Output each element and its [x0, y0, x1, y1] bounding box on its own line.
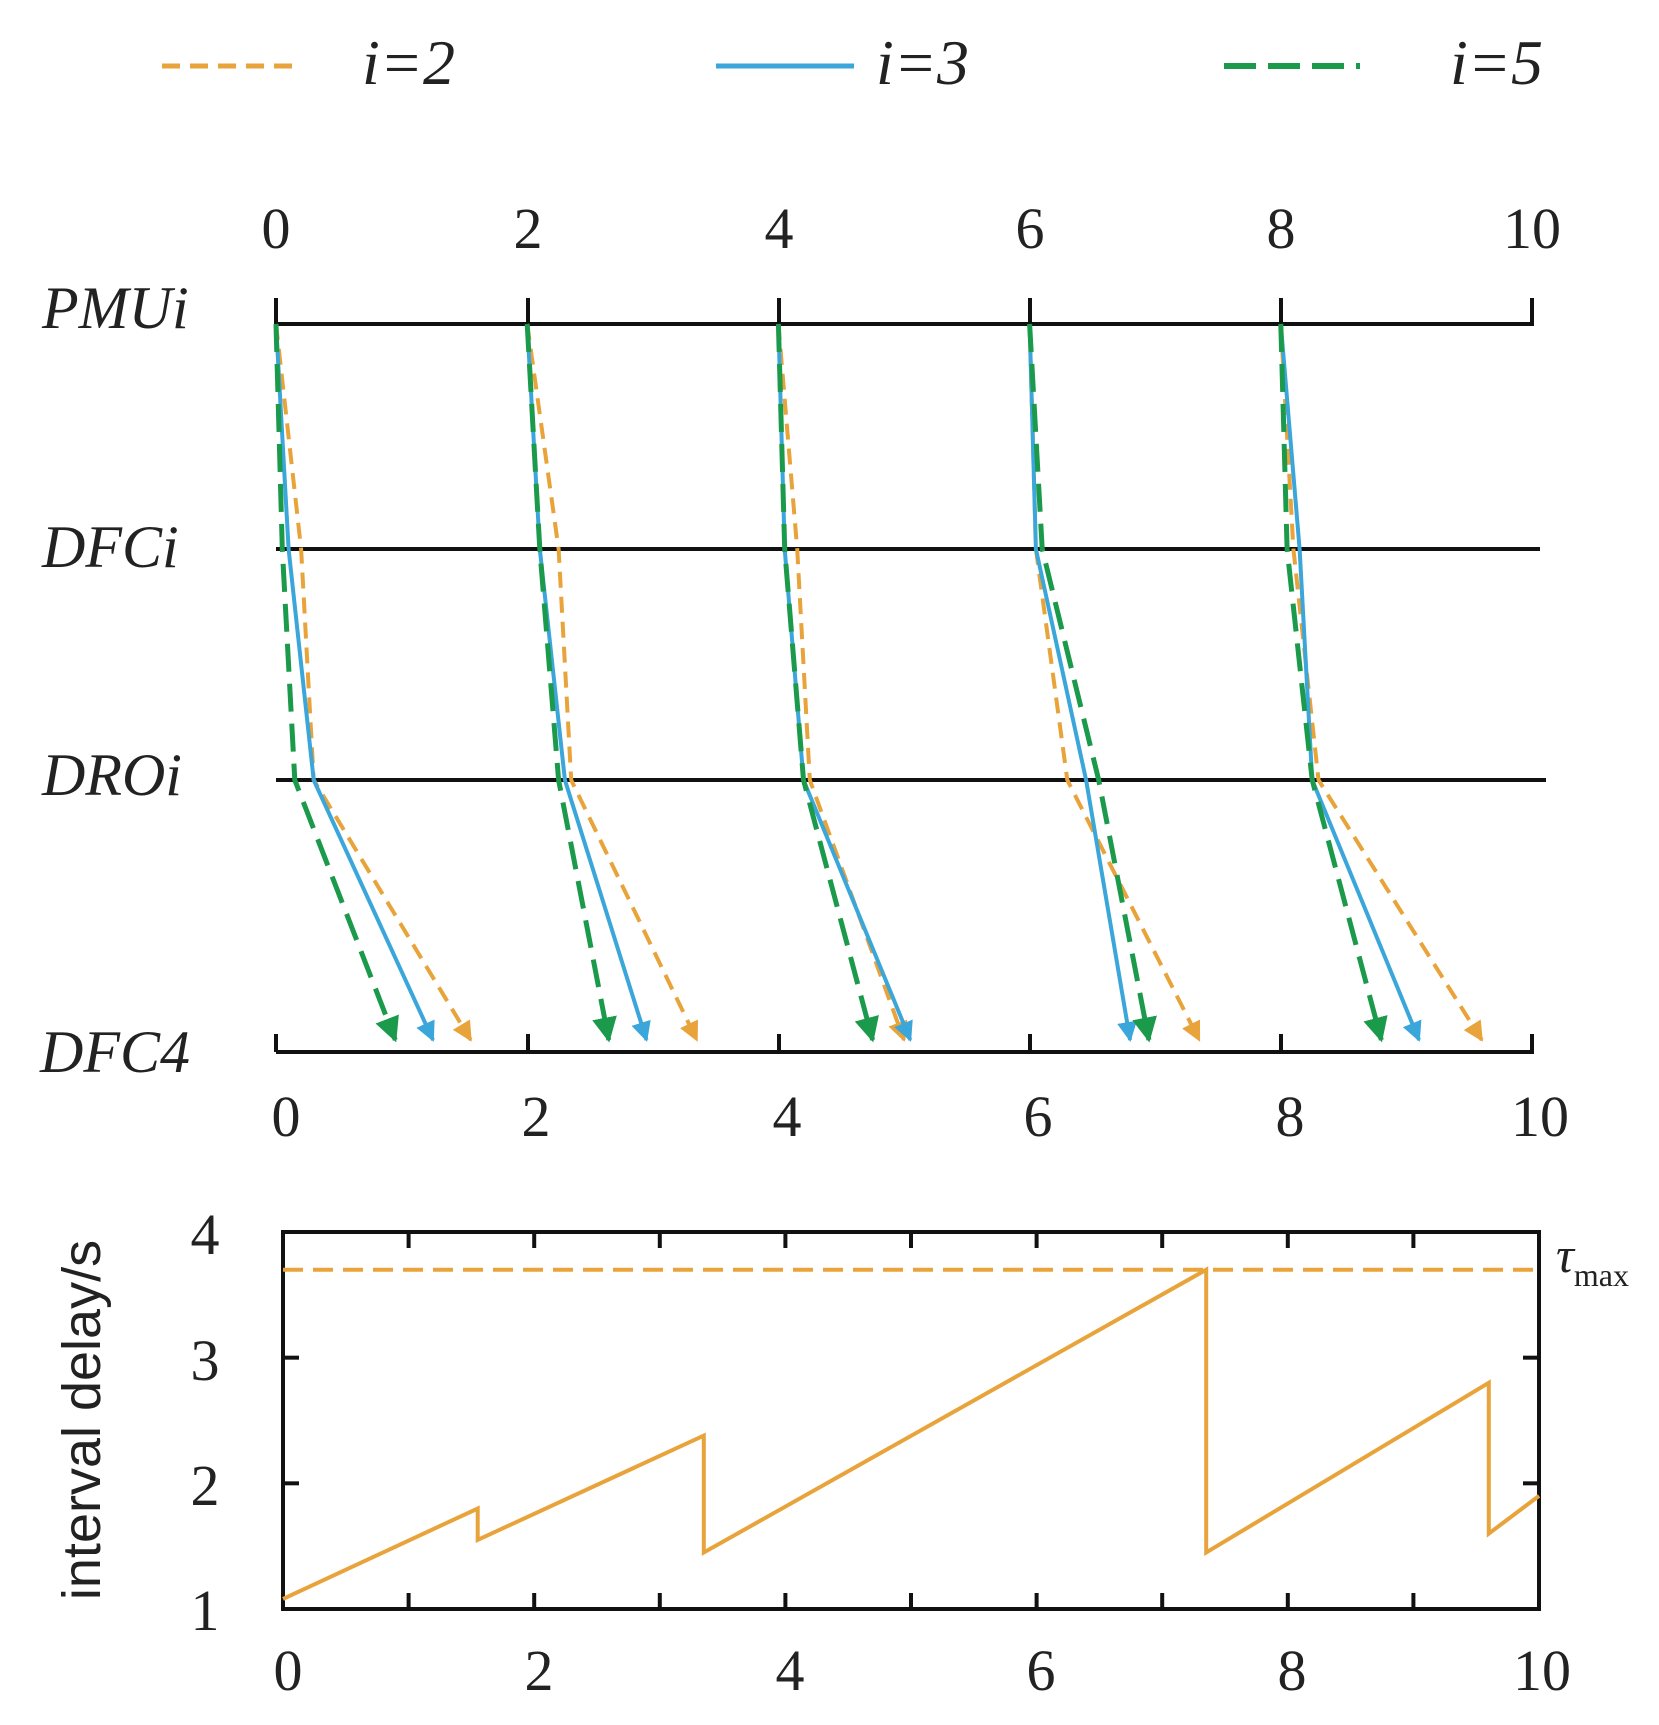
signal-path-i2 — [274, 323, 473, 1042]
x-tick-label: 8 — [1278, 1638, 1307, 1703]
bottom-tick-label: 4 — [773, 1084, 802, 1149]
x-tick-label: 6 — [1027, 1638, 1056, 1703]
row-label-pmu: PMUi — [41, 275, 189, 341]
top-tick-label: 2 — [514, 196, 543, 261]
legend: i=2 i=3 i=5 — [162, 27, 1543, 98]
signal-path-i5 — [1278, 323, 1388, 1043]
y-tick-label: 2 — [191, 1453, 220, 1518]
timing-series — [273, 323, 1484, 1043]
top-tick-label: 10 — [1503, 196, 1561, 261]
dfc4-ticks — [274, 1034, 1534, 1052]
top-tick-label: 6 — [1016, 196, 1045, 261]
signal-path-i2 — [1278, 323, 1484, 1042]
y-tick-label: 4 — [191, 1202, 220, 1267]
timing-diagram: 0 2 4 6 8 10 PMUi DFCi DROi DFC4 — [39, 196, 1569, 1149]
top-tick-label: 4 — [765, 196, 794, 261]
x-tick-label: 10 — [1513, 1638, 1571, 1703]
signal-path-i3 — [1027, 323, 1137, 1042]
delay-series — [282, 1266, 1541, 1601]
signal-path-i3 — [274, 323, 435, 1042]
y-ticks — [283, 1230, 1539, 1611]
bottom-tick-label: 0 — [272, 1084, 301, 1149]
y-tick-label: 1 — [191, 1578, 220, 1643]
legend-label-i3: i=3 — [876, 27, 969, 98]
top-tick-label: 0 — [262, 196, 291, 261]
signal-path-i5 — [273, 323, 399, 1043]
x-tick-label: 0 — [274, 1638, 303, 1703]
bottom-tick-label: 2 — [522, 1084, 551, 1149]
y-axis-title: interval delay/s — [52, 1240, 112, 1600]
signal-path-i2 — [776, 323, 908, 1042]
row-label-dro: DROi — [41, 742, 182, 808]
signal-path-i5 — [524, 323, 617, 1043]
tau-symbol: τ — [1556, 1227, 1576, 1283]
legend-label-i2: i=2 — [362, 27, 455, 98]
signal-path-i3 — [1278, 323, 1422, 1042]
signal-path-i2 — [525, 323, 699, 1042]
bottom-tick-label: 8 — [1276, 1084, 1305, 1149]
tau-max-label: τmax — [1556, 1227, 1629, 1293]
interval-delay-chart: 1 2 3 4 0 2 4 6 8 10 interval delay/s τm… — [52, 1202, 1629, 1703]
x-tick-label: 4 — [776, 1638, 805, 1703]
delay-line — [282, 1266, 1541, 1601]
row-label-dfc: DFCi — [41, 514, 179, 580]
top-tick-label: 8 — [1267, 196, 1296, 261]
bottom-tick-label: 6 — [1024, 1084, 1053, 1149]
signal-path-i5 — [1027, 323, 1157, 1043]
signal-path-i5 — [775, 323, 879, 1043]
row-label-dfc4: DFC4 — [39, 1019, 190, 1085]
pmu-ticks — [274, 298, 1534, 324]
bottom-tick-label: 10 — [1511, 1084, 1569, 1149]
y-tick-label: 3 — [191, 1328, 220, 1393]
legend-label-i5: i=5 — [1450, 27, 1543, 98]
x-tick-label: 2 — [525, 1638, 554, 1703]
x-ticks — [281, 1232, 1541, 1609]
tau-subscript: max — [1574, 1257, 1629, 1293]
signal-path-i3 — [525, 323, 651, 1042]
